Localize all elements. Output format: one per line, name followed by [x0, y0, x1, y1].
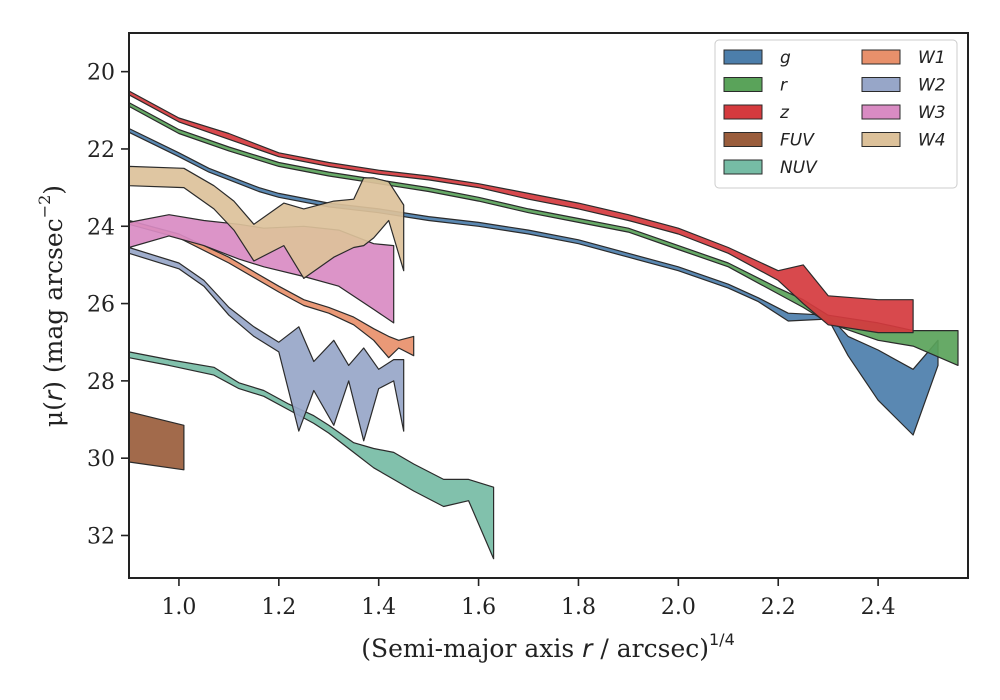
legend-swatch-r [723, 77, 763, 92]
y-axis-label-mu: μ( [39, 401, 68, 427]
y-axis-label-end: ) [39, 185, 68, 195]
legend-swatch-nuv [723, 159, 763, 175]
band-nuv [128, 351, 495, 560]
legend-swatch-w3 [861, 104, 901, 120]
x-tick-label: 1.6 [461, 595, 496, 620]
band-fuv [128, 411, 185, 471]
legend: grz FUV NUV W1 W2 W3 W4 [714, 39, 958, 189]
y-tick-label: 24 [87, 215, 115, 240]
x-tick-label: 1.4 [361, 595, 396, 620]
x-axis-label-pre: (Semi-major axis [361, 634, 582, 663]
legend-label-fuv: FUV [780, 131, 815, 151]
y-tick-label: 20 [87, 61, 115, 86]
x-axis-ticks: 1.0 1.2 1.4 1.6 1.8 2.0 2.2 2.4 [161, 578, 896, 620]
band-w1 [128, 219, 415, 359]
y-axis-label-post: ) (mag arcsec [39, 218, 68, 391]
legend-label-w1: W1 [918, 48, 946, 68]
x-tick-label: 2.4 [861, 595, 896, 620]
band-w2 [128, 246, 405, 442]
x-axis-label: (Semi-major axis r / arcsec)1/4 [361, 630, 735, 663]
legend-swatch-w4 [861, 132, 901, 147]
x-tick-label: 2.2 [761, 595, 796, 620]
x-axis-label-mid: / arcsec) [592, 634, 709, 663]
legend-swatch-w2 [861, 77, 901, 92]
legend-swatch-z [723, 104, 763, 120]
x-tick-label: 1.8 [561, 595, 596, 620]
legend-label-w4: W4 [918, 131, 946, 151]
legend-swatch-w1 [861, 49, 901, 65]
x-axis-label-sup: 1/4 [709, 630, 735, 649]
legend-label-r: r [780, 76, 788, 96]
band-z [128, 90, 914, 334]
data-bands [128, 90, 959, 560]
x-tick-label: 2.0 [661, 595, 696, 620]
y-axis-label: μ(r) (mag arcsec−2) [35, 185, 68, 427]
plot-frame [128, 32, 969, 579]
y-tick-label: 26 [87, 293, 115, 318]
legend-swatch-g [723, 49, 763, 65]
legend-label-w3: W3 [918, 103, 946, 123]
legend-swatch-fuv [723, 132, 763, 147]
y-axis-ticks: 20 22 24 26 28 30 32 [87, 61, 129, 549]
legend-label-z: z [779, 103, 790, 123]
legend-label-nuv: NUV [780, 158, 818, 178]
band-r [128, 101, 959, 366]
y-tick-label: 28 [87, 370, 115, 395]
y-tick-label: 22 [87, 138, 115, 163]
band-w4 [128, 165, 405, 279]
legend-label-w2: W2 [918, 76, 946, 96]
legend-label-g: g [780, 48, 791, 68]
x-tick-label: 1.0 [161, 595, 196, 620]
x-tick-label: 1.2 [261, 595, 296, 620]
y-tick-label: 32 [87, 524, 115, 549]
x-axis-label-var: r [582, 634, 594, 663]
y-tick-label: 30 [87, 447, 115, 472]
y-axis-label-var: r [39, 389, 68, 401]
y-axis-label-sup: −2 [35, 195, 54, 219]
